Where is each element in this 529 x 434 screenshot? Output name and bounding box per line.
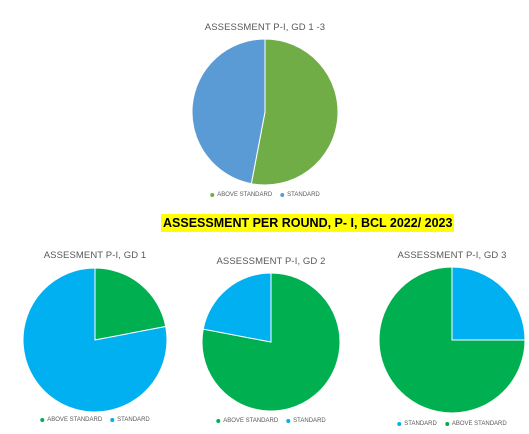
legend-label: ABOVE STANDARD (47, 417, 103, 423)
pie-chart-gd1 (22, 267, 168, 413)
legend-label: ABOVE STANDARD (217, 192, 273, 198)
chart-title-gd2: ASSESSMENT P-I, GD 2 (216, 256, 326, 267)
pie-slice-above-standard (378, 266, 526, 414)
legend-item: STANDARD (286, 418, 326, 424)
legend-item: STANDARD (280, 192, 320, 198)
legend-gd2: ABOVE STANDARD STANDARD (216, 418, 326, 424)
legend-gd1-3: ABOVE STANDARD STANDARD (210, 192, 320, 198)
legend-item: ABOVE STANDARD (40, 417, 102, 423)
legend-label: STANDARD (293, 418, 326, 424)
legend-gd3: STANDARD ABOVE STANDARD (397, 421, 507, 427)
chart-title-gd3: ASSESSMENT P-I, GD 3 (397, 250, 507, 261)
pie-slice-above-standard (201, 272, 341, 412)
pie-slice-standard (22, 267, 168, 413)
legend-item: STANDARD (110, 417, 150, 423)
chart-title-gd1: ASSESMENT P-I, GD 1 (43, 250, 147, 261)
pie-slice-above-standard (250, 38, 339, 186)
legend-label: STANDARD (117, 417, 150, 423)
pie-slice-standard (451, 266, 526, 341)
legend-gd1: ABOVE STANDARD STANDARD (40, 417, 150, 423)
legend-label: STANDARD (404, 421, 437, 427)
legend-swatch-icon (210, 193, 215, 197)
legend-swatch-icon (286, 419, 291, 423)
legend-item: ABOVE STANDARD (444, 421, 507, 427)
legend-label: STANDARD (287, 192, 320, 198)
legend-label: ABOVE STANDARD (223, 418, 279, 424)
legend-label: ABOVE STANDARD (451, 421, 507, 427)
pie-chart-gd2 (201, 272, 341, 412)
legend-swatch-icon (444, 422, 449, 426)
pie-slice-standard (202, 272, 272, 343)
legend-swatch-icon (40, 418, 45, 422)
legend-item: ABOVE STANDARD (216, 418, 278, 424)
legend-swatch-icon (216, 419, 221, 423)
legend-swatch-icon (397, 422, 402, 426)
chart-title-gd1-3: ASSESSMENT P-I, GD 1 -3 (204, 22, 326, 33)
legend-swatch-icon (280, 193, 285, 197)
pie-chart-gd3 (378, 266, 526, 414)
pie-slice-above-standard (94, 267, 167, 341)
legend-swatch-icon (110, 418, 115, 422)
legend-item: STANDARD (397, 421, 437, 427)
pie-slice-standard (191, 38, 266, 185)
pie-chart-gd1-3 (191, 38, 339, 186)
legend-item: ABOVE STANDARD (210, 192, 272, 198)
section-banner: ASSESSMENT PER ROUND, P- I, BCL 2022/ 20… (161, 214, 455, 232)
